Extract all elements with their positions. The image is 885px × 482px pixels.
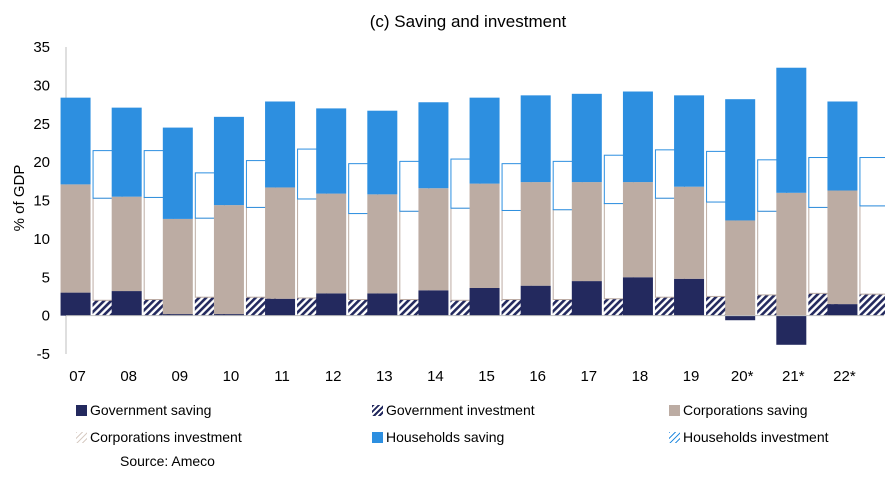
bar-government-saving (827, 304, 858, 316)
bar-government-saving (469, 287, 500, 316)
bars (60, 67, 885, 345)
x-tick-label: 22* (833, 368, 856, 385)
bar-corporations-saving (213, 205, 244, 315)
bar-households-saving (316, 108, 347, 194)
x-tick-label: 13 (376, 368, 393, 385)
bar-government-saving (674, 278, 705, 316)
bar-government-saving (162, 314, 193, 316)
bar-corporations-investment (859, 205, 885, 295)
bar-government-saving (622, 277, 653, 316)
bar-households-saving (571, 93, 602, 183)
bar-government-saving (367, 293, 398, 316)
x-tick-label: 16 (529, 368, 546, 385)
x-tick-label: 18 (632, 368, 649, 385)
x-tick-label: 19 (683, 368, 700, 385)
bar-households-investment (859, 157, 885, 207)
bar-households-saving (725, 99, 756, 221)
bar-corporations-saving (776, 192, 807, 316)
bar-corporations-saving (622, 182, 653, 278)
y-tick-label: 30 (33, 77, 50, 94)
bar-corporations-saving (265, 187, 296, 299)
x-tick-label: 12 (325, 368, 342, 385)
y-tick-labels: -5 0 5 10 15 20 25 30 35 (33, 39, 50, 363)
y-tick-label: 5 (42, 269, 50, 286)
bar-government-saving (111, 291, 142, 316)
x-tick-label: 11 (274, 368, 290, 385)
bar-government-saving (418, 290, 449, 316)
bar-corporations-saving (827, 190, 858, 305)
y-tick-label: 25 (33, 116, 50, 133)
bar-households-saving (418, 102, 449, 189)
bar-government-saving (776, 315, 807, 345)
bar-households-saving (60, 97, 91, 185)
x-tick-label: 21* (782, 368, 805, 385)
bar-corporations-saving (469, 183, 500, 288)
bar-government-saving (520, 285, 551, 316)
bar-government-saving (571, 281, 602, 316)
bar-households-saving (622, 91, 653, 183)
bar-government-saving (265, 298, 296, 316)
y-tick-label: -5 (37, 346, 50, 363)
bar-corporations-saving (60, 184, 91, 293)
bar-government-investment (859, 294, 885, 316)
bar-households-saving (265, 101, 296, 188)
x-tick-label: 10 (223, 368, 240, 385)
y-tick-label: 0 (42, 308, 50, 325)
bar-households-saving (674, 95, 705, 187)
bar-households-saving (162, 127, 193, 219)
source-note: Source: Ameco (120, 453, 215, 469)
bar-households-saving (776, 67, 807, 193)
x-tick-label: 14 (427, 368, 444, 385)
bar-government-saving (213, 314, 244, 316)
bar-households-saving (469, 97, 500, 184)
y-tick-label: 15 (33, 193, 50, 210)
bar-households-saving (827, 101, 858, 191)
x-tick-label: 08 (120, 368, 137, 385)
bar-corporations-saving (162, 218, 193, 315)
x-tick-label: 20* (731, 368, 754, 385)
bar-government-saving (725, 315, 756, 321)
bar-corporations-saving (520, 182, 551, 286)
chart-title: (c) Saving and investment (370, 12, 567, 31)
bar-corporations-saving (725, 220, 756, 316)
bar-corporations-saving (418, 188, 449, 291)
bar-government-saving (316, 293, 347, 316)
bar-corporations-saving (111, 196, 142, 292)
bar-households-saving (520, 95, 551, 183)
bar-households-saving (111, 107, 142, 197)
bar-corporations-saving (571, 182, 602, 282)
x-tick-label: 07 (69, 368, 86, 385)
x-tick-label: 09 (171, 368, 188, 385)
x-tick-label: 15 (478, 368, 495, 385)
y-tick-label: 10 (33, 231, 50, 248)
bar-households-saving (213, 116, 244, 206)
bar-households-saving (367, 110, 398, 195)
x-tick-label: 17 (580, 368, 597, 385)
bar-corporations-saving (674, 186, 705, 279)
bar-government-saving (60, 292, 91, 316)
y-axis-label: % of GDP (11, 165, 28, 232)
y-tick-label: 20 (33, 154, 50, 171)
bar-corporations-saving (367, 194, 398, 294)
bar-corporations-saving (316, 193, 347, 294)
x-tick-labels: 07 08 09 10 11 12 13 14 15 16 17 18 19 20* 21* 22* (69, 368, 856, 385)
y-tick-label: 35 (33, 39, 50, 56)
